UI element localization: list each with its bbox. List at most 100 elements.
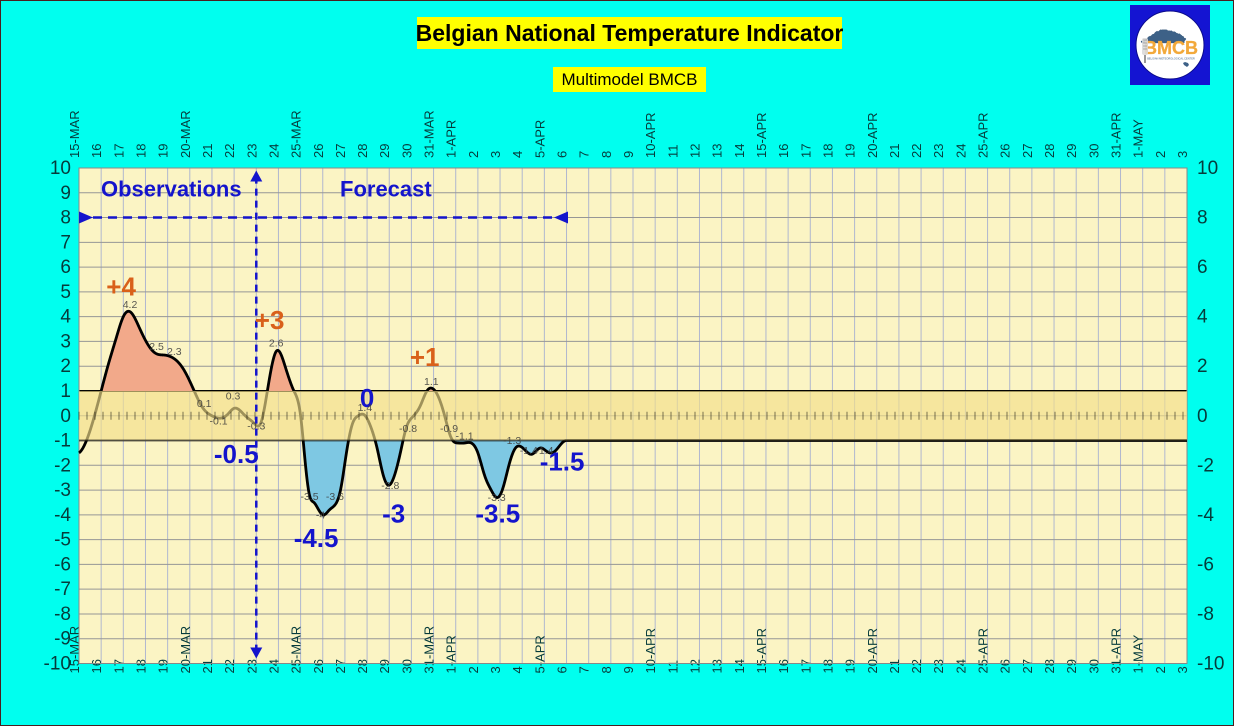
- svg-text:-2: -2: [54, 455, 71, 476]
- svg-text:16: 16: [89, 659, 104, 673]
- svg-text:Forecast: Forecast: [340, 176, 432, 201]
- svg-text:-0.3: -0.3: [247, 420, 265, 432]
- svg-text:-1: -1: [54, 431, 71, 452]
- svg-text:-1.3: -1.3: [503, 435, 521, 447]
- svg-text:-4: -4: [316, 510, 325, 522]
- svg-text:2: 2: [466, 151, 481, 158]
- svg-text:22: 22: [222, 659, 237, 673]
- svg-text:10: 10: [50, 158, 71, 179]
- svg-text:28: 28: [355, 144, 370, 158]
- svg-text:29: 29: [377, 144, 392, 158]
- svg-text:22: 22: [222, 144, 237, 158]
- svg-text:3: 3: [60, 331, 71, 352]
- svg-text:26: 26: [311, 144, 326, 158]
- svg-text:10-APR: 10-APR: [643, 112, 658, 158]
- svg-text:-0.1: -0.1: [210, 415, 228, 427]
- svg-text:28: 28: [1042, 144, 1057, 158]
- svg-text:21: 21: [200, 659, 215, 673]
- svg-text:7: 7: [577, 151, 592, 158]
- svg-text:20-APR: 20-APR: [865, 628, 880, 674]
- svg-text:6: 6: [1197, 257, 1208, 278]
- svg-text:26: 26: [311, 659, 326, 673]
- svg-text:+4: +4: [106, 272, 136, 302]
- svg-text:25-APR: 25-APR: [976, 628, 991, 674]
- svg-text:-1.4: -1.4: [535, 445, 553, 457]
- svg-text:-0.5: -0.5: [214, 439, 259, 469]
- svg-text:-3.5: -3.5: [300, 491, 318, 503]
- svg-text:1.1: 1.1: [424, 376, 439, 388]
- svg-text:30: 30: [1086, 659, 1101, 673]
- svg-text:0.3: 0.3: [226, 391, 241, 403]
- svg-text:14: 14: [732, 659, 747, 673]
- svg-text:8: 8: [599, 151, 614, 158]
- svg-text:18: 18: [820, 144, 835, 158]
- svg-text:19: 19: [156, 659, 171, 673]
- svg-text:12: 12: [687, 659, 702, 673]
- svg-text:29: 29: [1064, 659, 1079, 673]
- svg-text:30: 30: [1086, 144, 1101, 158]
- svg-text:9: 9: [621, 151, 636, 158]
- svg-text:1-APR: 1-APR: [444, 635, 459, 673]
- svg-text:17: 17: [798, 659, 813, 673]
- svg-text:30: 30: [399, 659, 414, 673]
- svg-text:-3: -3: [382, 498, 405, 528]
- svg-text:24: 24: [266, 659, 281, 673]
- svg-text:+1: +1: [410, 342, 440, 372]
- svg-text:20-APR: 20-APR: [865, 112, 880, 158]
- svg-text:-7: -7: [54, 579, 71, 600]
- svg-text:10: 10: [1197, 158, 1218, 179]
- svg-text:19: 19: [843, 659, 858, 673]
- svg-text:-0.8: -0.8: [399, 423, 417, 435]
- svg-text:26: 26: [998, 144, 1013, 158]
- svg-text:21: 21: [887, 144, 902, 158]
- svg-text:BMCB: BMCB: [1144, 38, 1198, 58]
- svg-text:8: 8: [60, 208, 71, 229]
- svg-text:18: 18: [133, 144, 148, 158]
- svg-text:0: 0: [60, 406, 71, 427]
- svg-text:0: 0: [1197, 406, 1208, 427]
- svg-text:27: 27: [333, 659, 348, 673]
- svg-text:29: 29: [1064, 144, 1079, 158]
- svg-text:14: 14: [732, 144, 747, 158]
- svg-text:-8: -8: [1197, 604, 1214, 625]
- svg-text:5-APR: 5-APR: [532, 120, 547, 158]
- svg-text:2: 2: [60, 356, 71, 377]
- svg-text:18: 18: [133, 659, 148, 673]
- svg-text:15-MAR: 15-MAR: [67, 626, 82, 674]
- svg-text:2: 2: [466, 666, 481, 673]
- svg-text:-8: -8: [54, 604, 71, 625]
- svg-text:5: 5: [60, 282, 71, 303]
- svg-text:-4: -4: [1197, 505, 1214, 526]
- svg-text:16: 16: [776, 659, 791, 673]
- svg-text:6: 6: [60, 257, 71, 278]
- svg-text:-4: -4: [54, 505, 71, 526]
- svg-text:23: 23: [931, 659, 946, 673]
- svg-text:8: 8: [1197, 208, 1208, 229]
- svg-text:24: 24: [266, 144, 281, 158]
- svg-text:23: 23: [244, 144, 259, 158]
- svg-text:15-APR: 15-APR: [754, 112, 769, 158]
- svg-text:1.4: 1.4: [358, 402, 373, 414]
- svg-text:31-MAR: 31-MAR: [422, 626, 437, 674]
- svg-text:25-MAR: 25-MAR: [289, 626, 304, 674]
- svg-text:17: 17: [111, 144, 126, 158]
- svg-text:15-APR: 15-APR: [754, 628, 769, 674]
- svg-text:3: 3: [488, 151, 503, 158]
- svg-text:23: 23: [931, 144, 946, 158]
- svg-text:-4.5: -4.5: [294, 523, 339, 553]
- svg-text:17: 17: [111, 659, 126, 673]
- svg-text:6: 6: [555, 666, 570, 673]
- svg-text:7: 7: [577, 666, 592, 673]
- svg-text:12: 12: [687, 144, 702, 158]
- svg-text:21: 21: [200, 144, 215, 158]
- svg-text:22: 22: [909, 659, 924, 673]
- svg-text:-3: -3: [54, 480, 71, 501]
- svg-text:-6: -6: [54, 554, 71, 575]
- svg-text:-5: -5: [54, 530, 71, 551]
- svg-text:Observations: Observations: [101, 176, 242, 201]
- svg-text:6: 6: [555, 151, 570, 158]
- svg-text:2: 2: [1153, 151, 1168, 158]
- svg-text:3: 3: [1175, 666, 1190, 673]
- svg-text:2.3: 2.3: [167, 346, 182, 358]
- svg-text:-6: -6: [1197, 554, 1214, 575]
